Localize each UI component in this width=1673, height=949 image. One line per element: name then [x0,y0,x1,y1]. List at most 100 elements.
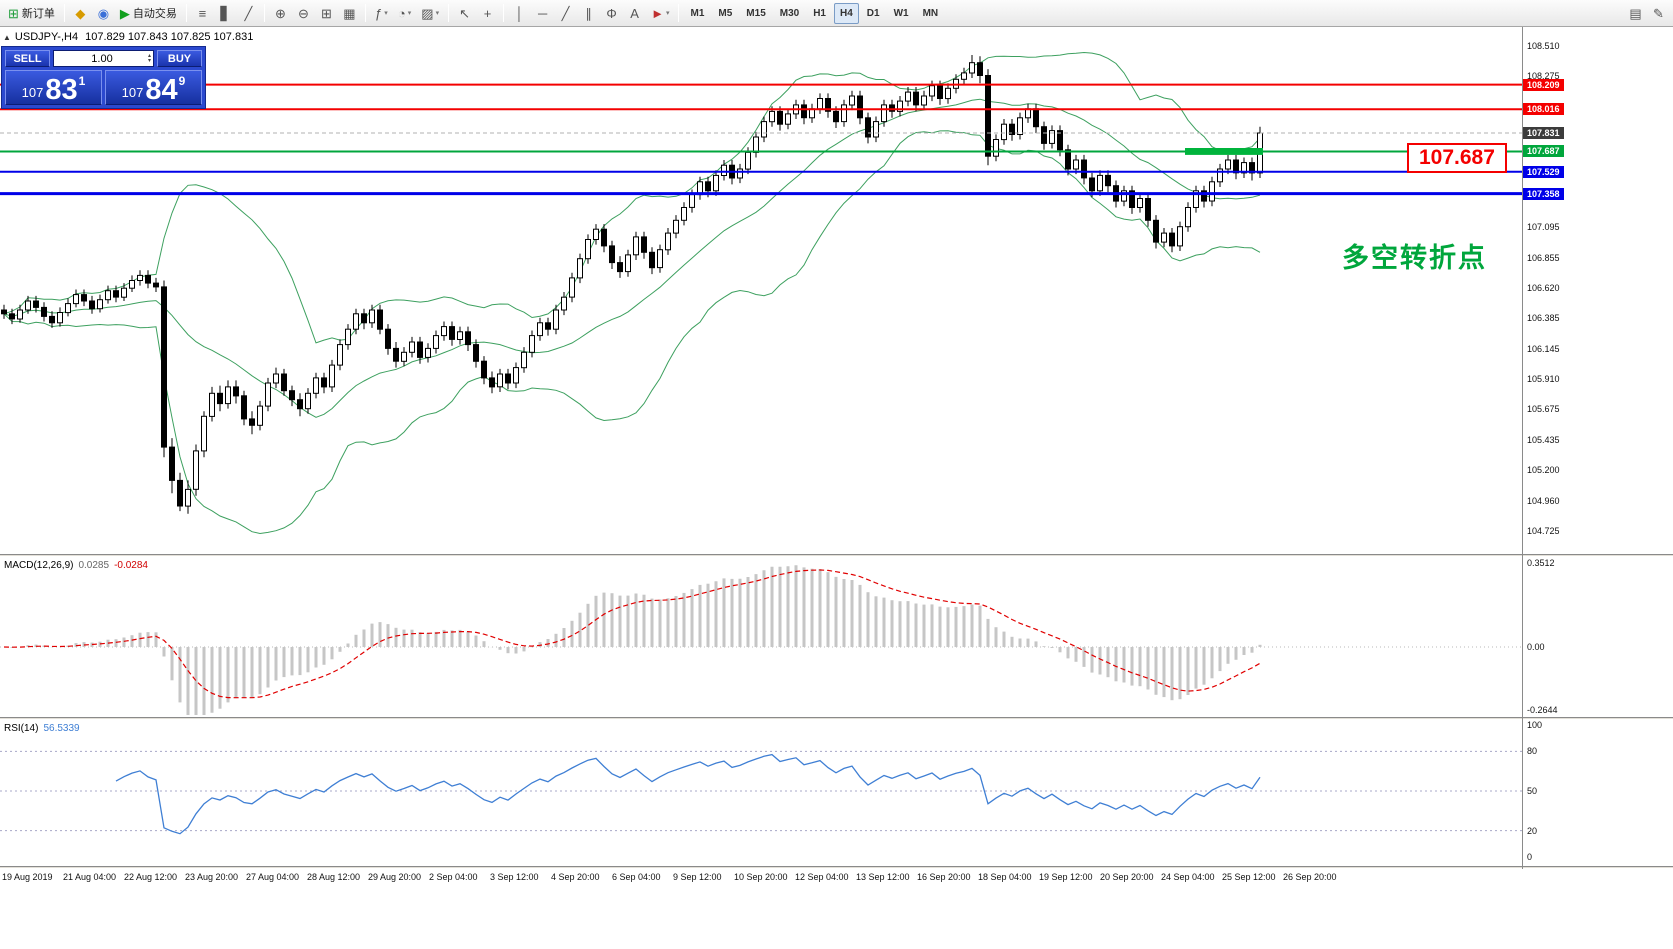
pane-separator[interactable] [0,717,1673,720]
candle [1,304,7,319]
sell-price-button[interactable]: 107 83 1 [5,70,102,105]
tile-windows-button[interactable]: ⊞ [316,3,337,24]
templates-button[interactable]: ▨ ▾ [417,3,443,24]
arrows-button[interactable]: ► ▾ [647,3,673,24]
candle [353,308,359,335]
vertical-line-button[interactable]: │ [509,3,530,24]
price-annotation-label[interactable]: 107.687 [1407,143,1507,173]
periods-button[interactable]: ◔ ▾ [394,3,415,24]
candle [433,330,439,354]
timeframe-m1-button[interactable]: M1 [684,3,710,24]
toolbar-separator [678,4,680,22]
buy-button[interactable]: BUY [157,50,202,67]
new-order-button[interactable]: ⊞ 新订单 [4,3,59,24]
highlight-rectangle[interactable] [1185,148,1263,155]
timeframe-m5-button[interactable]: M5 [712,3,738,24]
one-click-panel-toggle-icon[interactable]: ▲ [3,33,11,42]
timeframe-d1-button[interactable]: D1 [861,3,886,24]
data-window-icon: ▤ [1629,5,1642,21]
pane-separator[interactable] [0,554,1673,557]
sell-button[interactable]: SELL [5,50,50,67]
community-button[interactable]: ◉ [93,3,114,24]
candle [273,367,279,389]
turning-point-annotation[interactable]: 多空转折点 [1342,243,1487,273]
timeframe-h1-button[interactable]: H1 [807,3,832,24]
price-axis-label: 105.200 [1527,465,1560,475]
candle [441,321,447,341]
candle [1161,228,1167,248]
candle [1017,112,1023,140]
zoom-out-button[interactable]: ⊖ [293,3,314,24]
candlestick-chart-button[interactable]: ▋ [215,3,236,24]
timeframe-h1-button-label: H1 [813,7,826,19]
timeframe-m15-button[interactable]: M15 [740,3,771,24]
timeframe-w1-button[interactable]: W1 [888,3,915,24]
rsi-pane[interactable] [0,720,1522,866]
main-chart[interactable] [0,28,1522,554]
volume-input[interactable]: 1.00 ▴ ▾ [53,50,154,67]
timeframe-mn-button[interactable]: MN [917,3,945,24]
fibonacci-button[interactable]: Φ [601,3,622,24]
data-window-button[interactable]: ▤ [1625,3,1646,24]
line-chart-button[interactable]: ╱ [238,3,259,24]
candle [625,249,631,277]
candle [849,90,855,111]
new-order-icon: ⊞ [8,5,19,21]
bar-chart-button[interactable]: ≡ [192,3,213,24]
candle [329,359,335,392]
candle [41,302,47,322]
pane-separator[interactable] [0,866,1673,869]
volume-spinner[interactable]: ▴ ▾ [147,52,151,64]
bollinger-lower-band [3,130,1261,535]
candle [897,96,903,117]
metaeditor-button[interactable]: ◆ [70,3,91,24]
candle [1129,185,1135,214]
rsi-axis-label: 100 [1527,720,1543,730]
crosshair-button[interactable]: + [477,3,498,24]
price-axis-label: 105.435 [1527,435,1560,445]
channel-icon: ∥ [585,5,592,21]
indicators-button[interactable]: ƒ ▾ [371,3,392,24]
price-axis-label: 105.910 [1527,374,1560,384]
rsi-axis-label: 50 [1527,786,1538,796]
candle [1233,154,1239,180]
time-axis-label: 19 Sep 12:00 [1039,872,1093,882]
price-axis[interactable]: 108.510 108.275 107.095 106.855 106.620 106.3… [1523,0,1673,949]
candle [73,289,79,308]
crosshair-icon: + [483,5,492,21]
chevron-down-icon: ▾ [407,10,412,17]
timeframe-h4-button[interactable]: H4 [834,2,859,24]
text-button[interactable]: A [624,3,645,24]
buy-price-button[interactable]: 107 84 9 [105,70,202,105]
channel-button[interactable]: ∥ [578,3,599,24]
macd-signal-line [3,569,1261,699]
zoom-in-button[interactable]: ⊕ [270,3,291,24]
autotrading-button[interactable]: ▶ 自动交易 [116,3,181,24]
cascade-windows-button[interactable]: ▦ [339,3,360,24]
vertical-line-icon: │ [515,5,524,21]
candle [617,256,623,278]
spinner-down-icon[interactable]: ▾ [147,57,151,64]
timeframe-mn-button-label: MN [922,7,939,19]
chart-edit-button[interactable]: ✎ [1648,3,1669,24]
toolbar-separator [448,4,450,22]
macd-pane[interactable] [0,557,1522,717]
price-level-tag: 108.016 [1523,103,1564,115]
macd-name: MACD(12,26,9) [4,560,74,571]
bollinger-upper-band [3,51,1261,344]
candle [57,307,63,327]
templates-icon: ▨ [421,5,434,21]
timeframe-m30-button[interactable]: M30 [774,3,805,24]
sell-price-prefix: 107 [21,85,44,100]
time-axis[interactable]: 19 Aug 2019 21 Aug 04:00 22 Aug 12:00 23 Au… [0,869,1673,949]
sell-price-big: 83 [45,74,78,106]
trendline-button[interactable]: ╱ [555,3,576,24]
horizontal-line-button[interactable]: ─ [532,3,553,24]
cursor-button[interactable]: ↖ [454,3,475,24]
candle [801,99,807,125]
rsi-indicator-label: RSI(14) 56.5339 [4,723,85,734]
metaeditor-icon: ◆ [75,5,86,21]
spinner-up-icon[interactable]: ▴ [147,52,151,59]
toolbar-separator [364,4,366,22]
volume-value: 1.00 [91,52,113,65]
